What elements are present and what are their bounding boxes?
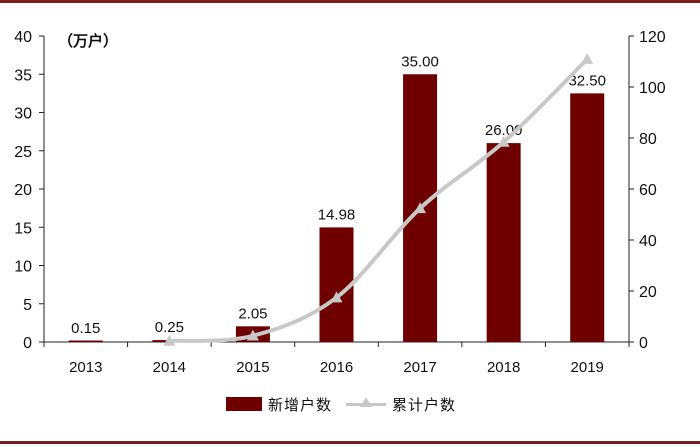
x-tick-label: 2013 — [69, 359, 102, 376]
right-tick-label: 20 — [639, 284, 657, 301]
line-point-marker — [497, 136, 510, 147]
cumulative-line — [167, 57, 590, 343]
legend-item-line: 累计户数 — [346, 392, 456, 416]
line-point-marker — [581, 53, 594, 64]
left-tick-label: 10 — [14, 259, 32, 276]
bar-data-label: 32.50 — [568, 72, 606, 89]
right-tick-label: 60 — [639, 182, 657, 199]
bar-data-label: 0.25 — [155, 319, 184, 336]
bar — [486, 143, 521, 342]
left-tick-label: 5 — [23, 297, 32, 314]
right-tick-label: 40 — [639, 233, 657, 250]
right-tick-label: 80 — [639, 131, 657, 148]
bar-data-label: 14.98 — [318, 206, 356, 223]
left-tick-label: 25 — [14, 144, 32, 161]
left-tick-label: 40 — [14, 29, 32, 46]
line-point-marker — [246, 329, 259, 341]
legend-bar-swatch — [226, 397, 262, 411]
x-tick-label: 2015 — [236, 359, 269, 376]
right-tick-label: 0 — [639, 335, 648, 352]
line-point-marker — [414, 202, 427, 214]
left-tick-label: 30 — [14, 106, 32, 123]
line-point-marker — [163, 334, 176, 346]
bar — [68, 340, 103, 342]
bar-data-label: 2.05 — [238, 305, 267, 322]
legend-item-bar: 新增户数 — [226, 392, 332, 416]
top-frame-line — [0, 0, 700, 3]
x-tick-label: 2014 — [153, 359, 186, 376]
bar-data-label: 0.15 — [71, 320, 100, 337]
x-tick-label: 2017 — [403, 359, 436, 376]
unit-label: （万户） — [58, 32, 119, 50]
bottom-frame-line — [0, 441, 700, 444]
bar — [319, 227, 354, 342]
legend-line-swatch — [346, 397, 386, 411]
x-tick-label: 2016 — [320, 359, 353, 376]
x-tick-label: 2019 — [571, 359, 604, 376]
left-tick-label: 15 — [14, 220, 32, 237]
x-tick-label: 2018 — [487, 359, 520, 376]
right-tick-label: 100 — [639, 80, 666, 97]
legend: 新增户数 累计户数 — [0, 392, 700, 416]
line-point-marker — [330, 291, 343, 303]
left-tick-label: 0 — [23, 335, 32, 352]
legend-bar-label: 新增户数 — [268, 395, 333, 414]
left-tick-label: 35 — [14, 67, 32, 84]
bar — [570, 93, 605, 342]
left-tick-label: 20 — [14, 182, 32, 199]
bar-data-label: 35.00 — [401, 53, 439, 70]
right-tick-label: 120 — [639, 29, 666, 46]
legend-line-label: 累计户数 — [392, 395, 457, 414]
